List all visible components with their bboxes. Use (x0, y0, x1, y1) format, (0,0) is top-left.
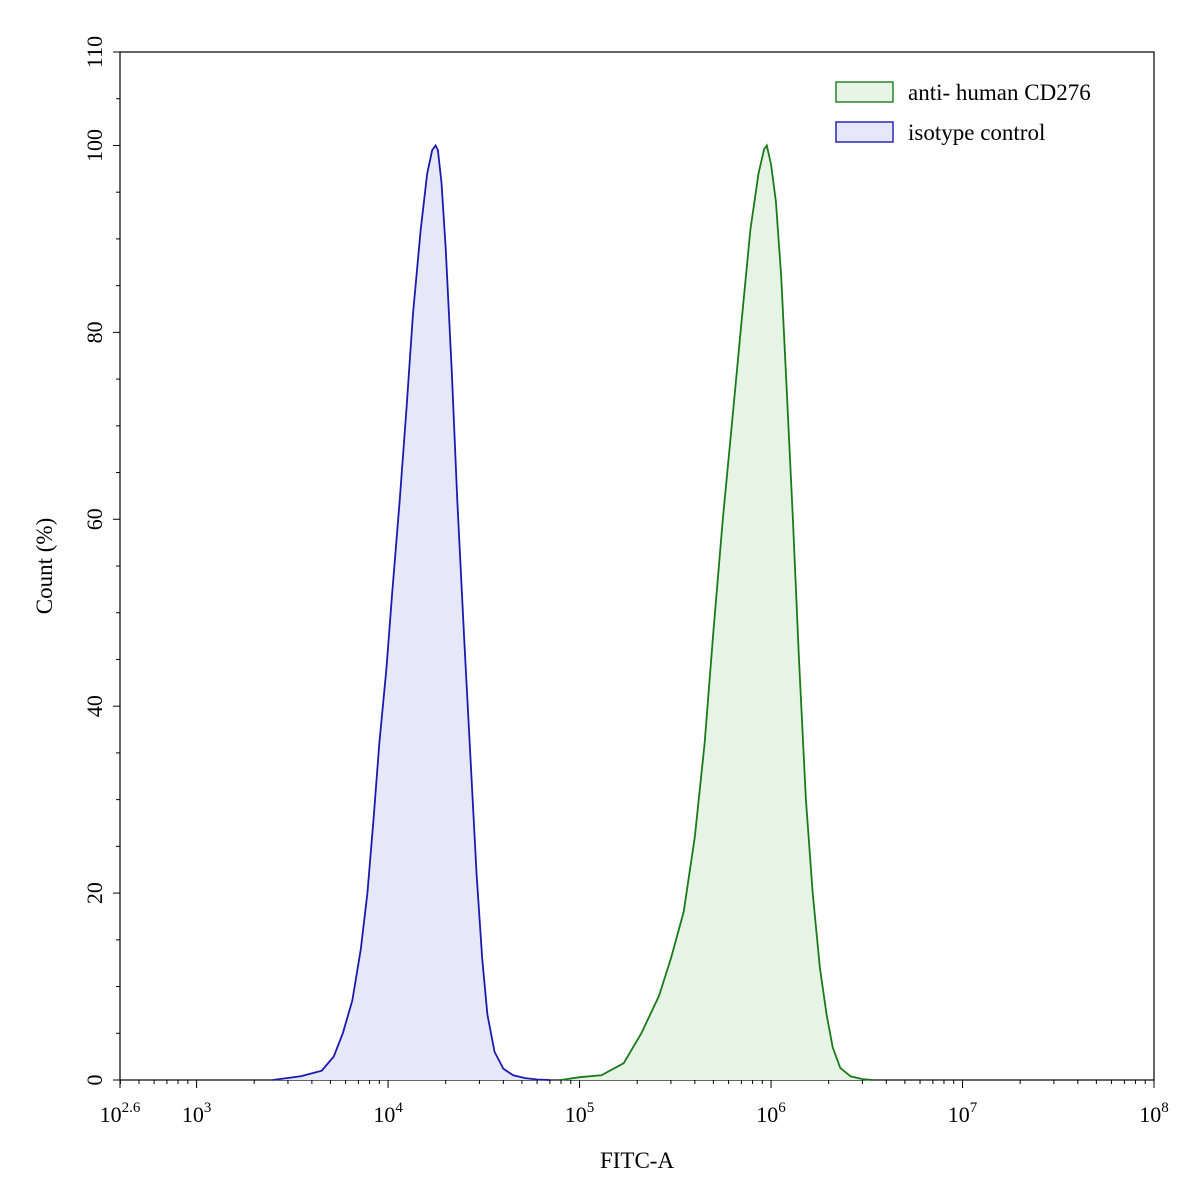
x-tick-label: 105 (565, 1100, 595, 1127)
x-axis-title: FITC-A (600, 1148, 675, 1173)
y-tick-label: 40 (82, 695, 107, 717)
x-tick-label: 104 (373, 1100, 403, 1127)
legend-label: isotype control (908, 120, 1045, 145)
x-tick-label: 102.6 (100, 1100, 141, 1127)
series-area-1 (272, 145, 550, 1080)
legend-label: anti- human CD276 (908, 80, 1091, 105)
legend-swatch (835, 121, 894, 143)
y-tick-label: 0 (82, 1075, 107, 1086)
y-axis-title: Count (%) (32, 518, 57, 614)
plot-frame (119, 51, 1155, 1081)
y-tick-label: 80 (82, 321, 107, 343)
series-area-0 (561, 145, 873, 1080)
y-tick-label: 110 (82, 36, 107, 68)
legend: anti- human CD276 isotype control (835, 80, 1091, 145)
series-line-0 (560, 143, 873, 1081)
x-tick-label: 103 (182, 1100, 212, 1127)
x-axis: 102.6 103 104 105 106 107 108 (100, 1080, 1169, 1127)
series-areas (272, 143, 873, 1081)
x-tick-label: 108 (1139, 1100, 1169, 1127)
series-line-1 (272, 143, 550, 1081)
x-tick-label: 106 (756, 1100, 786, 1127)
y-tick-label: 20 (82, 882, 107, 904)
y-axis: 0 20 40 60 80 100 110 (82, 36, 120, 1086)
y-tick-label: 60 (82, 508, 107, 530)
x-tick-label: 107 (948, 1100, 978, 1127)
y-tick-label: 100 (82, 129, 107, 162)
legend-swatch (835, 81, 894, 103)
